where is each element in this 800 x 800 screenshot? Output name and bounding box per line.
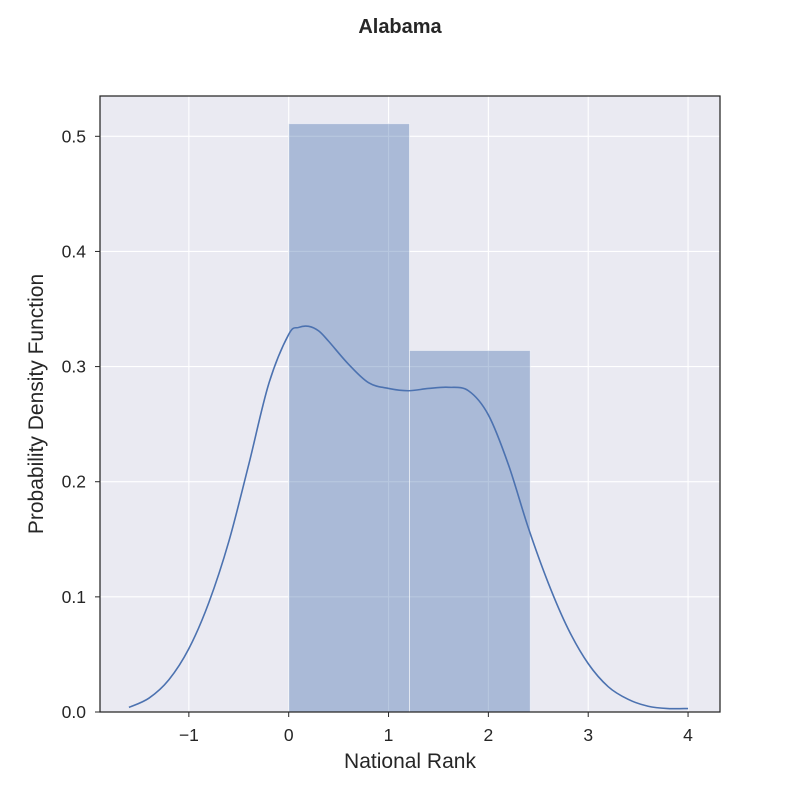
y-axis-label: Probability Density Function — [25, 274, 48, 534]
y-tick-label-2: 0.2 — [62, 472, 86, 492]
x-axis-label: National Rank — [344, 750, 476, 773]
histogram-bars — [288, 123, 531, 713]
y-tick-label-3: 0.3 — [62, 357, 86, 377]
x-axis-ticks: −1 0 1 2 3 4 — [179, 712, 693, 745]
x-tick-label-2: 1 — [384, 725, 394, 745]
x-tick-label-0: −1 — [179, 725, 199, 745]
x-tick-label-4: 3 — [583, 725, 593, 745]
plot-frame — [99, 95, 721, 713]
histogram-bar-0 — [288, 123, 411, 713]
y-tick-label-5: 0.5 — [62, 126, 86, 146]
y-axis-ticks: 0.0 0.1 0.2 0.3 0.4 0.5 — [62, 126, 100, 722]
y-tick-label-0: 0.0 — [62, 702, 87, 722]
x-tick-label-5: 4 — [683, 725, 693, 745]
x-tick-label-1: 0 — [284, 725, 294, 745]
y-tick-label-1: 0.1 — [62, 587, 86, 607]
chart-title: Alabama — [358, 16, 442, 38]
x-tick-label-3: 2 — [484, 725, 494, 745]
y-tick-label-4: 0.4 — [62, 241, 87, 261]
histogram-bar-1 — [409, 349, 531, 713]
kde-curve — [128, 325, 689, 710]
